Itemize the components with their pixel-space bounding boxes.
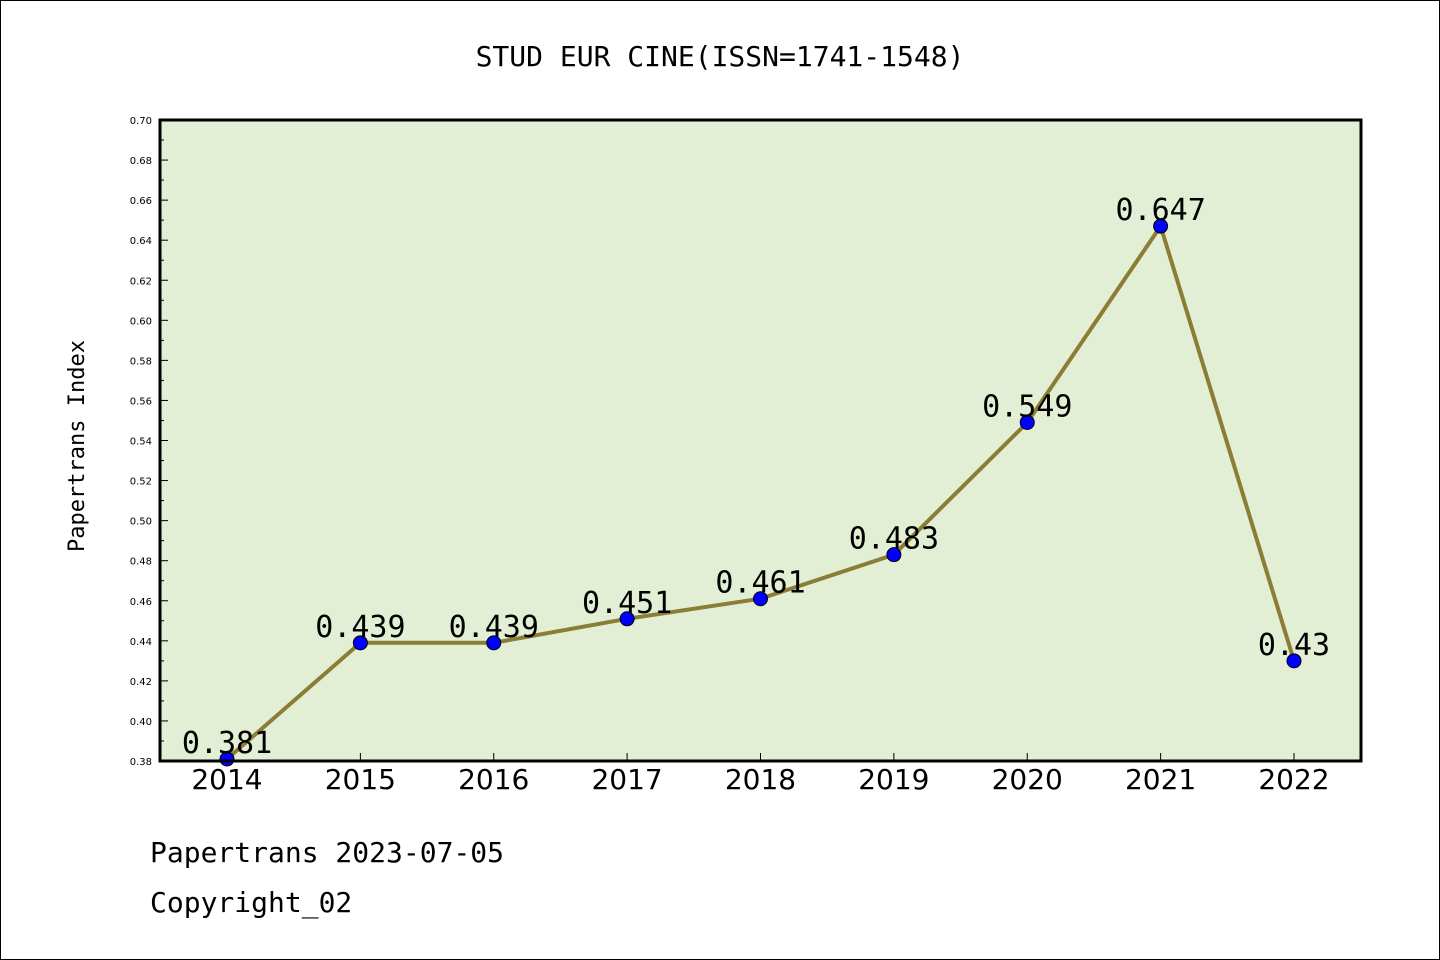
data-label: 0.439: [315, 610, 405, 645]
y-tick-label: 0.44: [130, 637, 152, 648]
x-axis: 2014 2015 2016 2017 2018 2019 2020 2021 2022: [191, 753, 1330, 796]
x-tick-label: 2018: [725, 763, 796, 796]
y-tick-label: 0.64: [130, 236, 152, 247]
y-tick-label: 0.68: [130, 156, 152, 167]
y-tick-label: 0.50: [130, 517, 152, 528]
y-tick-label: 0.52: [130, 477, 152, 488]
data-label: 0.549: [982, 389, 1072, 424]
data-point: [1286, 653, 1302, 669]
x-tick-label: 2020: [992, 763, 1063, 796]
data-point: [1019, 414, 1035, 430]
y-tick-label: 0.70: [130, 116, 152, 127]
y-tick-label: 0.66: [130, 196, 152, 207]
y-tick-label: 0.56: [130, 396, 152, 407]
data-point: [619, 611, 635, 627]
data-label: 0.43: [1258, 628, 1330, 663]
x-tick-label: 2017: [591, 763, 662, 796]
data-point: [352, 635, 368, 651]
x-tick-label: 2019: [858, 763, 929, 796]
y-tick-label: 0.40: [130, 717, 152, 728]
x-tick-label: 2021: [1125, 763, 1196, 796]
y-tick-label: 0.60: [130, 316, 152, 327]
data-point: [753, 591, 768, 607]
data-point: [1153, 218, 1169, 234]
y-tick-label: 0.48: [130, 557, 152, 568]
y-axis-label: Papertrans Index: [65, 340, 90, 552]
x-tick-label: 2014: [191, 763, 262, 796]
y-tick-label: 0.38: [130, 757, 152, 768]
data-label: 0.461: [715, 566, 805, 601]
x-tick-label: 2022: [1258, 763, 1329, 796]
data-label: 0.439: [449, 610, 539, 645]
data-point: [886, 547, 902, 563]
y-tick-label: 0.62: [130, 276, 152, 287]
data-label: 0.381: [182, 726, 272, 761]
y-tick-label: 0.46: [130, 597, 152, 608]
y-tick-label: 0.42: [130, 677, 152, 688]
x-tick-label: 2016: [458, 763, 529, 796]
data-labels: 0.381 0.439 0.439 0.451 0.461 0.483 0.549 0.647…: [182, 193, 1330, 761]
y-tick-label: 0.54: [130, 437, 152, 448]
x-tick-label: 2015: [325, 763, 396, 796]
plot-border: [158, 118, 1363, 763]
y-axis: 0.38 0.40 0.42 0.44 0.46 0.48 0.50 0.52 0.54 0.56…: [130, 116, 168, 768]
data-point: [486, 635, 502, 651]
data-label: 0.451: [582, 586, 672, 621]
chart-title: STUD EUR CINE(ISSN=1741-1548): [476, 40, 965, 73]
data-label: 0.647: [1115, 193, 1205, 228]
data-label: 0.483: [849, 522, 939, 557]
y-tick-label: 0.58: [130, 356, 152, 367]
footer-date: Papertrans 2023-07-05: [150, 836, 505, 869]
footer-copyright: Copyright_02: [150, 886, 353, 919]
